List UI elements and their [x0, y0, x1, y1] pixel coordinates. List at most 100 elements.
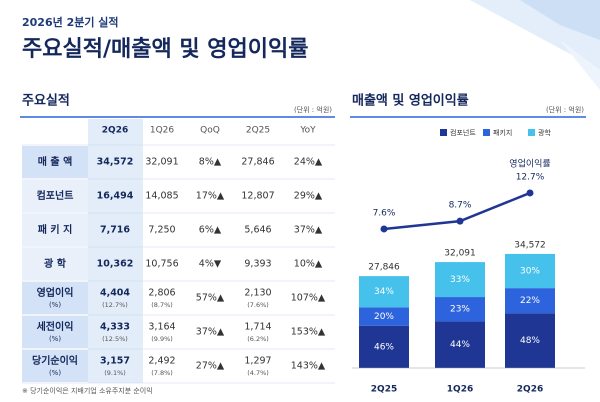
segment-label: 22% [520, 296, 540, 306]
cell: 9,393 [244, 259, 271, 270]
bar-segment [435, 297, 485, 322]
cell: 3,164 [148, 322, 175, 333]
margin-label: 8.7% [449, 201, 472, 211]
cell: 8%▲ [199, 157, 222, 168]
cell: 2,130 [244, 288, 271, 299]
legend-label: 컴포넌트 [450, 128, 476, 137]
kicker: 2026년 2분기 실적 [22, 15, 119, 29]
table-title: 주요실적 [22, 93, 70, 109]
row-label-bg [22, 214, 88, 246]
cell: 6%▲ [199, 225, 222, 236]
cell: 1,297 [244, 356, 271, 367]
cell: 16,494 [97, 191, 134, 202]
cell: 10,362 [97, 259, 134, 270]
cell: 2,492 [148, 356, 175, 367]
row-label: 영업이익 [37, 286, 74, 299]
cell: 10%▲ [294, 259, 323, 270]
column-header: YoY [299, 126, 316, 136]
cell: 153%▲ [291, 327, 326, 338]
legend-swatch [440, 129, 447, 136]
subcell: (6.2%) [247, 335, 269, 343]
category-label: 2Q26 [517, 385, 543, 395]
margin-point [380, 225, 388, 233]
category-label: 1Q26 [447, 385, 473, 395]
margin-point [526, 189, 534, 197]
row-label: 당기순이익 [32, 354, 78, 367]
segment-label: 48% [520, 336, 540, 346]
subcell: (12.7%) [102, 301, 128, 309]
row-label-bg [22, 282, 88, 314]
subcell: (9.1%) [104, 369, 126, 377]
total-label: 34,572 [514, 240, 546, 250]
cell: 10,756 [145, 259, 178, 270]
cell: 1,714 [244, 322, 271, 333]
row-label: 광 학 [44, 257, 67, 270]
row-label: 매 출 액 [38, 155, 73, 168]
cell: 14,085 [145, 191, 178, 202]
cell: 12,807 [241, 191, 274, 202]
cell: 4%▼ [199, 259, 222, 270]
cell: 29%▲ [294, 191, 323, 202]
cell: 32,091 [145, 157, 178, 168]
row-sublabel: (%) [49, 301, 61, 309]
row-label-bg [22, 350, 88, 382]
row-sublabel: (%) [49, 335, 61, 343]
total-label: 27,846 [368, 263, 400, 273]
total-label: 32,091 [444, 249, 476, 259]
subcell: (12.5%) [102, 335, 128, 343]
column-header: QoQ [200, 126, 220, 136]
cell: 24%▲ [294, 157, 323, 168]
segment-label: 20% [374, 312, 394, 322]
cell: 107%▲ [291, 293, 326, 304]
bar-segment [359, 276, 409, 308]
cell: 27%▲ [196, 361, 225, 372]
cell: 37%▲ [294, 225, 323, 236]
segment-label: 44% [450, 340, 470, 350]
cell: 3,157 [100, 356, 130, 367]
subcell: (7.8%) [151, 369, 173, 377]
content: 2Q26 1Q26 QoQ 2Q25 YoY 매 출 액 34,572 32,091 8%▲ 27… [22, 126, 585, 395]
footnote: ※ 당기순이익은 지배기업 소유주지분 순이익 [22, 386, 153, 395]
cell: 7,250 [148, 225, 175, 236]
row-label: 컴포넌트 [37, 189, 74, 202]
decoration [520, 0, 600, 40]
cell: 4,333 [100, 322, 130, 333]
segment-label: 23% [450, 305, 470, 315]
highlight-column [88, 119, 143, 383]
unit: (단위 : 억원) [294, 105, 332, 114]
bar-segment [359, 307, 409, 326]
segment-label: 46% [374, 342, 394, 352]
margin-point [456, 217, 464, 225]
margin-label: 12.7% [516, 172, 545, 182]
subcell: (8.7%) [151, 301, 173, 309]
row-label-bg [22, 146, 88, 178]
cell: 17%▲ [196, 191, 225, 202]
bar-segment [435, 321, 485, 368]
bar-segment [505, 288, 555, 314]
legend-swatch [528, 129, 535, 136]
segment-label: 34% [374, 287, 394, 297]
row-label-bg [22, 316, 88, 348]
subcell: (7.6%) [247, 301, 269, 309]
cell: 143%▲ [291, 361, 326, 372]
cell: 4,404 [100, 288, 130, 299]
subcell: (4.7%) [247, 369, 269, 377]
column-header: 1Q26 [150, 126, 175, 136]
bar-segment [505, 253, 555, 289]
unit: (단위 : 억원) [546, 105, 584, 114]
margin-line [383, 191, 531, 231]
margin-name: 영업이익률 [509, 157, 550, 169]
bar-segment [435, 262, 485, 298]
row-sublabel: (%) [49, 369, 61, 377]
bar-segment [505, 313, 555, 368]
column-header: 2Q26 [102, 126, 128, 136]
cell: 27,846 [241, 157, 274, 168]
cell: 2,806 [148, 288, 175, 299]
bar-segment [359, 325, 409, 368]
cell: 57%▲ [196, 293, 225, 304]
legend-label: 패키지 [493, 128, 512, 137]
row-label-bg [22, 248, 88, 280]
legend-swatch [483, 129, 490, 136]
legend-label: 광학 [538, 128, 551, 137]
